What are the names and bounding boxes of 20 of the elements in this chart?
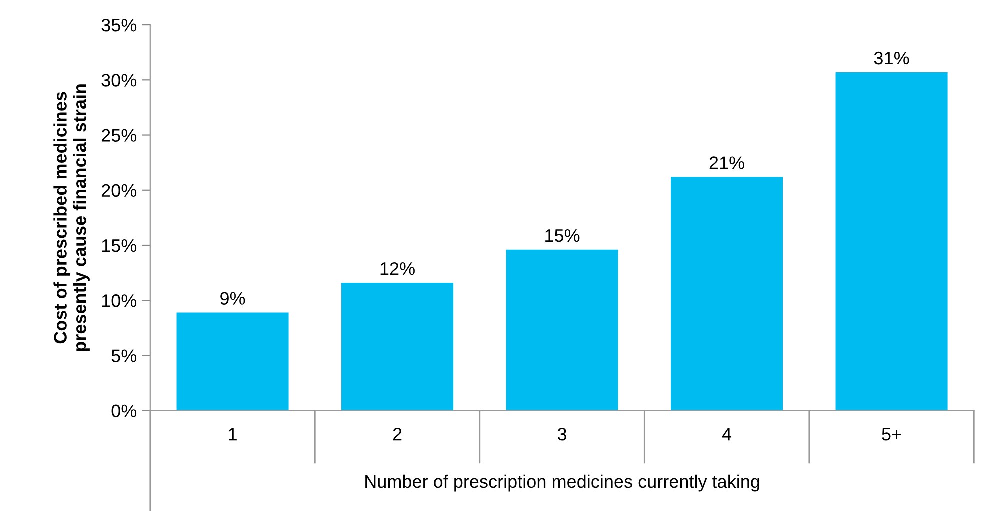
y-tick-label: 20% — [102, 184, 137, 198]
x-axis-title: Number of prescription medicines currently taking — [366, 474, 760, 492]
y-axis-title: Cost of prescribed medicines presently cause financial strain — [54, 84, 90, 352]
x-tick-label: 2 — [393, 428, 402, 441]
y-tick-label: 15% — [102, 240, 137, 252]
data-label: 31% — [874, 52, 910, 65]
y-tick-label: 35% — [102, 18, 137, 32]
data-label: 15% — [546, 229, 580, 242]
y-tick-label: 30% — [102, 74, 137, 87]
y-tick-label: 25% — [102, 129, 137, 142]
x-tick-label: 5+ — [882, 428, 902, 441]
x-tick-label: 4 — [722, 428, 732, 441]
data-label: 9% — [220, 292, 246, 306]
x-tick-label: 3 — [558, 428, 567, 441]
data-label: 12% — [380, 262, 415, 276]
y-tick-label: 5% — [112, 350, 137, 362]
y-tick-label: 0% — [112, 404, 137, 418]
y-tick-label: 10% — [102, 294, 137, 308]
data-label: 21% — [710, 156, 744, 170]
x-tick-label: 1 — [229, 428, 237, 441]
